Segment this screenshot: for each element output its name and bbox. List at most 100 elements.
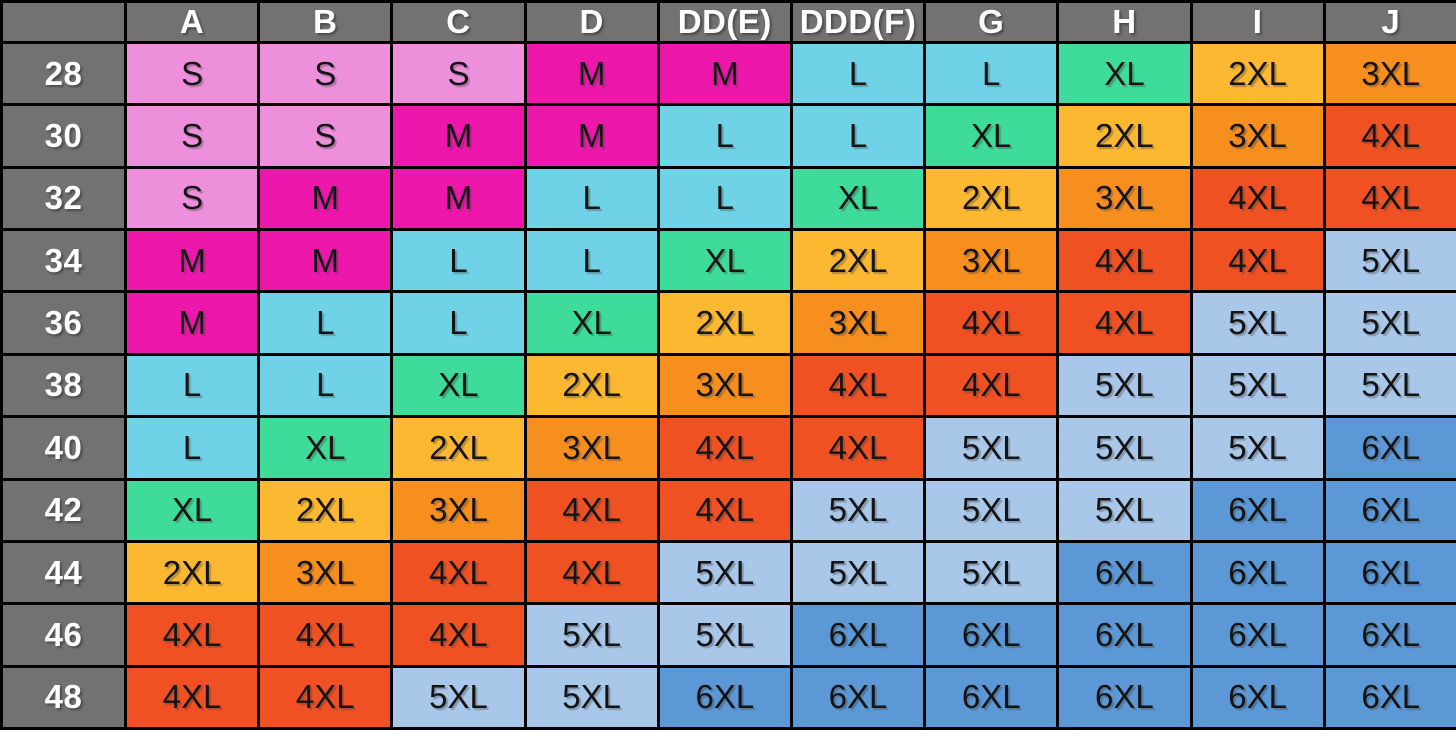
column-header-d: D xyxy=(523,0,660,44)
column-header-i: I xyxy=(1189,0,1326,44)
header-row: A B C D DD(E) DDD(F) G H I J xyxy=(0,0,1456,44)
size-cell: 6XL xyxy=(1189,602,1326,668)
size-cell: XL xyxy=(123,477,261,543)
size-cell: XL xyxy=(656,228,793,294)
size-cell: 4XL xyxy=(1056,228,1193,294)
size-cell: M xyxy=(523,40,660,107)
size-cell: 6XL xyxy=(1056,664,1193,730)
size-cell: 5XL xyxy=(1189,415,1326,481)
size-cell: 2XL xyxy=(523,352,660,419)
size-cell: 6XL xyxy=(1056,539,1193,606)
table-row-44: 44 2XL 3XL 4XL 4XL 5XL 5XL 5XL 6XL 6XL 6XL xyxy=(0,539,1456,606)
table-row-38: 38 L L XL 2XL 3XL 4XL 4XL 5XL 5XL 5XL xyxy=(0,352,1456,419)
size-cell: S xyxy=(257,40,394,107)
size-cell: 6XL xyxy=(1322,664,1456,730)
size-cell: 2XL xyxy=(390,415,527,481)
column-header-dde: DD(E) xyxy=(656,0,793,44)
column-header-b: B xyxy=(257,0,394,44)
size-cell: 3XL xyxy=(1189,103,1326,169)
size-cell: XL xyxy=(923,103,1060,169)
row-header-42: 42 xyxy=(0,477,127,543)
size-cell: L xyxy=(257,290,394,356)
size-cell: 4XL xyxy=(923,352,1060,419)
size-cell: S xyxy=(123,103,261,169)
size-cell: 3XL xyxy=(789,290,927,356)
row-header-36: 36 xyxy=(0,290,127,356)
size-cell: 2XL xyxy=(1189,40,1326,107)
size-cell: 6XL xyxy=(789,664,927,730)
row-header-44: 44 xyxy=(0,539,127,606)
size-cell: 5XL xyxy=(789,477,927,543)
size-cell: 4XL xyxy=(1322,103,1456,169)
size-cell: 4XL xyxy=(257,664,394,730)
size-cell: XL xyxy=(789,165,927,232)
table-row-36: 36 M L L XL 2XL 3XL 4XL 4XL 5XL 5XL xyxy=(0,290,1456,356)
size-cell: M xyxy=(523,103,660,169)
size-cell: M xyxy=(123,228,261,294)
size-cell: L xyxy=(123,415,261,481)
size-cell: 6XL xyxy=(1189,477,1326,543)
column-header-g: G xyxy=(923,0,1060,44)
size-cell: 5XL xyxy=(656,602,793,668)
column-header-dddf: DDD(F) xyxy=(789,0,927,44)
size-cell: 4XL xyxy=(923,290,1060,356)
size-cell: 2XL xyxy=(1056,103,1193,169)
size-cell: 4XL xyxy=(789,352,927,419)
size-cell: 6XL xyxy=(1322,602,1456,668)
row-header-46: 46 xyxy=(0,602,127,668)
size-cell: 4XL xyxy=(523,477,660,543)
size-chart-body: 28 S S S M M L L XL 2XL 3XL 30 S S M M L L XL 2XL 3XL 4XL 32 S M… xyxy=(0,40,1456,730)
size-cell: 5XL xyxy=(656,539,793,606)
size-cell: L xyxy=(656,103,793,169)
table-row-30: 30 S S M M L L XL 2XL 3XL 4XL xyxy=(0,103,1456,169)
size-cell: L xyxy=(390,290,527,356)
size-cell: M xyxy=(390,165,527,232)
size-cell: 4XL xyxy=(789,415,927,481)
size-cell: 4XL xyxy=(1322,165,1456,232)
table-row-34: 34 M M L L XL 2XL 3XL 4XL 4XL 5XL xyxy=(0,228,1456,294)
size-cell: 5XL xyxy=(1322,228,1456,294)
size-cell: 4XL xyxy=(1189,228,1326,294)
size-cell: 2XL xyxy=(257,477,394,543)
size-cell: 6XL xyxy=(789,602,927,668)
size-cell: 5XL xyxy=(1322,352,1456,419)
size-cell: 5XL xyxy=(1056,477,1193,543)
size-cell: L xyxy=(789,40,927,107)
size-cell: 5XL xyxy=(390,664,527,730)
size-cell: 6XL xyxy=(1322,415,1456,481)
row-header-30: 30 xyxy=(0,103,127,169)
table-row-46: 46 4XL 4XL 4XL 5XL 5XL 6XL 6XL 6XL 6XL 6XL xyxy=(0,602,1456,668)
size-cell: L xyxy=(257,352,394,419)
size-cell: M xyxy=(390,103,527,169)
size-cell: L xyxy=(523,165,660,232)
size-cell: 5XL xyxy=(1189,352,1326,419)
size-cell: 6XL xyxy=(923,664,1060,730)
size-cell: 4XL xyxy=(257,602,394,668)
size-cell: S xyxy=(123,40,261,107)
size-cell: 4XL xyxy=(123,602,261,668)
row-header-40: 40 xyxy=(0,415,127,481)
size-cell: 6XL xyxy=(1189,664,1326,730)
row-header-48: 48 xyxy=(0,664,127,730)
size-cell: 5XL xyxy=(1189,290,1326,356)
size-cell: 4XL xyxy=(656,477,793,543)
row-header-34: 34 xyxy=(0,228,127,294)
size-cell: 6XL xyxy=(1189,539,1326,606)
column-header-c: C xyxy=(390,0,527,44)
size-cell: XL xyxy=(257,415,394,481)
size-cell: 2XL xyxy=(123,539,261,606)
size-cell: L xyxy=(656,165,793,232)
row-header-32: 32 xyxy=(0,165,127,232)
size-cell: S xyxy=(123,165,261,232)
size-cell: 3XL xyxy=(257,539,394,606)
size-cell: 4XL xyxy=(123,664,261,730)
size-cell: 6XL xyxy=(1322,539,1456,606)
size-cell: 2XL xyxy=(789,228,927,294)
size-cell: 4XL xyxy=(1056,290,1193,356)
size-cell: L xyxy=(523,228,660,294)
size-cell: XL xyxy=(390,352,527,419)
size-cell: 2XL xyxy=(656,290,793,356)
size-cell: 3XL xyxy=(523,415,660,481)
